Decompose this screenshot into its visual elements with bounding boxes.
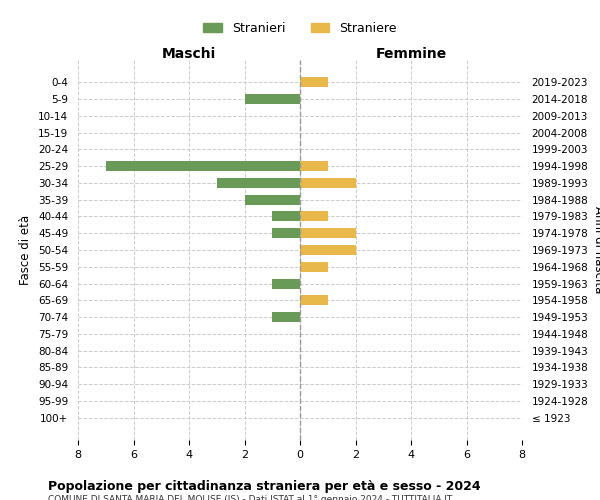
Bar	[272, 212, 300, 222]
Bar	[272, 278, 300, 288]
Text: Femmine: Femmine	[376, 46, 446, 60]
Bar	[300, 161, 328, 171]
Bar	[300, 228, 355, 238]
Text: Maschi: Maschi	[162, 46, 216, 60]
Bar	[300, 212, 328, 222]
Bar	[300, 245, 355, 255]
Legend: Stranieri, Straniere: Stranieri, Straniere	[198, 17, 402, 40]
Text: COMUNE DI SANTA MARIA DEL MOLISE (IS) - Dati ISTAT al 1° gennaio 2024 - TUTTITAL: COMUNE DI SANTA MARIA DEL MOLISE (IS) - …	[48, 495, 452, 500]
Bar	[245, 94, 300, 104]
Bar	[245, 194, 300, 204]
Bar	[300, 78, 328, 88]
Bar	[272, 312, 300, 322]
Bar	[106, 161, 300, 171]
Y-axis label: Anni di nascita: Anni di nascita	[592, 206, 600, 294]
Bar	[217, 178, 300, 188]
Bar	[300, 178, 355, 188]
Y-axis label: Fasce di età: Fasce di età	[19, 215, 32, 285]
Bar	[300, 262, 328, 272]
Bar	[300, 296, 328, 306]
Bar	[272, 228, 300, 238]
Text: Popolazione per cittadinanza straniera per età e sesso - 2024: Popolazione per cittadinanza straniera p…	[48, 480, 481, 493]
